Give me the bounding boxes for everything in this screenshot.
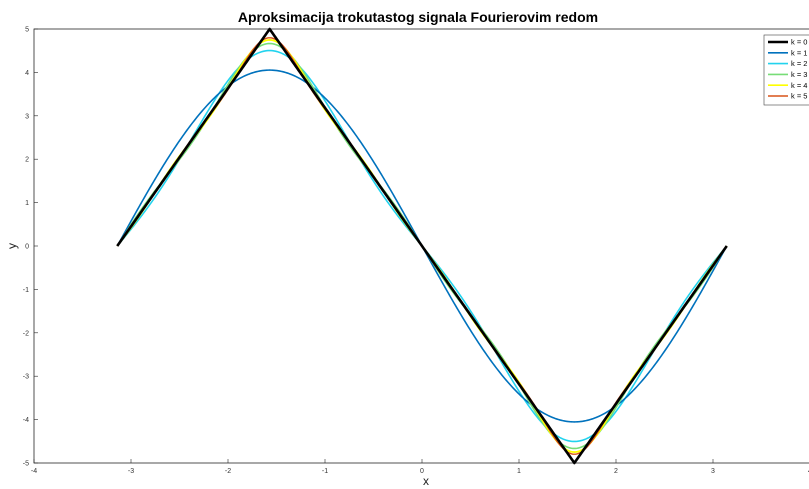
y-tick-label: -2 [23, 330, 29, 337]
x-tick-label: -3 [128, 468, 134, 475]
x-tick-label: -1 [322, 468, 328, 475]
y-tick-label: 0 [25, 244, 29, 251]
y-tick-label: 1 [25, 200, 29, 207]
y-tick-label: -3 [23, 374, 29, 381]
y-tick-label: 4 [25, 70, 29, 77]
legend-label: k = 5 [791, 92, 807, 101]
legend-label: k = 1 [791, 48, 807, 57]
curves-group [116, 27, 728, 465]
y-tick-label: 3 [25, 113, 29, 120]
legend: k = 0k = 1 k = 2 k = 3 k = 4 k = 5 [763, 34, 809, 106]
x-tick-label: 1 [517, 468, 521, 475]
y-tick-label: -5 [23, 461, 29, 468]
x-tick-label: 2 [614, 468, 618, 475]
y-tick-label: 2 [25, 157, 29, 164]
x-tick-label: -2 [225, 468, 231, 475]
y-axis-label: y [5, 243, 19, 249]
x-tick-label: -4 [31, 468, 37, 475]
y-tick-label: 5 [25, 27, 29, 34]
y-tick-label: -1 [23, 287, 29, 294]
legend-label: k = 0 [791, 38, 807, 47]
y-tick-label: -4 [23, 417, 29, 424]
legend-box [763, 34, 809, 106]
chart-title: Aproksimacija trokutastog signala Fourie… [238, 9, 598, 25]
x-axis-label: x [423, 474, 429, 488]
x-tick-label: 0 [420, 468, 424, 475]
series-line-k0 [116, 27, 728, 465]
y-axis-ticks: -5 -4 -3 -2 -1 0 1 2 3 4 5 [23, 27, 38, 468]
x-tick-label: 3 [711, 468, 715, 475]
legend-label: k = 2 [791, 59, 807, 68]
legend-label: k = 4 [791, 81, 807, 90]
legend-label: k = 3 [791, 70, 807, 79]
